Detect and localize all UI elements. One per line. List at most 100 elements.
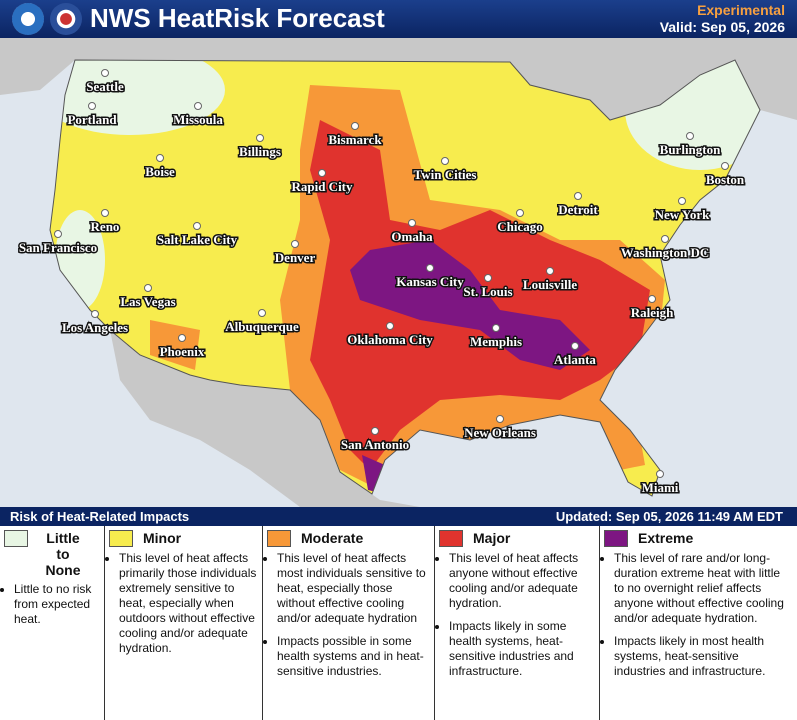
city-label: Kansas City: [396, 274, 464, 289]
city-label: Missoula: [173, 112, 223, 127]
city-dot: [656, 470, 664, 478]
legend-swatch: [4, 530, 28, 547]
city-dot: [678, 197, 686, 205]
city-dot: [492, 324, 500, 332]
legend-header: Major: [439, 530, 595, 547]
city-label: Chicago: [497, 219, 543, 234]
extreme-area: [350, 240, 590, 370]
city-label: Denver: [275, 250, 316, 265]
legend-header: Minor: [109, 530, 258, 547]
city-dot: [193, 222, 201, 230]
moderate-area: [150, 320, 200, 370]
city-dot: [386, 322, 394, 330]
legend-bullet: This level of rare and/or long-duration …: [614, 551, 793, 626]
city-label: San Francisco: [19, 240, 97, 255]
legend-column: Major This level of heat affects anyone w…: [435, 526, 600, 720]
updated-time: Updated: Sep 05, 2026 11:49 AM EDT: [555, 509, 783, 524]
city-label: Washington DC: [621, 245, 710, 260]
city-dot: [496, 415, 504, 423]
legend-bullet: Impacts likely in most health systems, h…: [614, 634, 793, 679]
city-label: Seattle: [86, 79, 124, 94]
legend-name: Moderate: [301, 530, 364, 546]
city-label: Louisville: [523, 277, 577, 292]
city-dot: [101, 209, 109, 217]
legend-name: Little to None: [45, 530, 81, 578]
city-dot: [546, 267, 554, 275]
legend-swatch: [604, 530, 628, 547]
city-dot: [54, 230, 62, 238]
legend-name: Minor: [143, 530, 182, 546]
valid-date: Valid: Sep 05, 2026: [659, 19, 785, 35]
nws-logo: [50, 3, 82, 35]
city-label: Portland: [67, 112, 117, 127]
city-label: Boise: [145, 164, 175, 179]
noaa-logo: [12, 3, 44, 35]
legend-bullet: This level of heat affects most individu…: [277, 551, 430, 626]
little-area: [50, 60, 225, 135]
city-dot: [441, 157, 449, 165]
city-dot: [156, 154, 164, 162]
city-label: St. Louis: [463, 284, 512, 299]
legend-title: Risk of Heat-Related Impacts: [10, 509, 190, 524]
header: NWS HeatRisk Forecast Experimental Valid…: [0, 0, 797, 38]
city-label: New York: [655, 207, 711, 222]
city-label: Detroit: [558, 202, 598, 217]
legend-bullet: This level of heat affects anyone withou…: [449, 551, 595, 611]
city-label: Phoenix: [160, 344, 205, 359]
city-dot: [101, 69, 109, 77]
city-label: Los Angeles: [62, 320, 128, 335]
legend-column: Moderate This level of heat affects most …: [263, 526, 435, 720]
legend-bullets: This level of heat affects most individu…: [267, 551, 430, 679]
legend-bullet: Impacts possible in some health systems …: [277, 634, 430, 679]
city-label: Omaha: [391, 229, 433, 244]
city-dot: [194, 102, 202, 110]
city-dot: [144, 284, 152, 292]
canada: [0, 38, 797, 120]
legend-bullet: This level of heat affects primarily tho…: [119, 551, 258, 656]
city-dot: [351, 122, 359, 130]
city-label: Las Vegas: [120, 294, 175, 309]
legend-name: Major: [473, 530, 511, 546]
legend-column: Minor This level of heat affects primaril…: [105, 526, 263, 720]
city-dot: [686, 132, 694, 140]
city-dot: [88, 102, 96, 110]
status: Experimental: [697, 2, 785, 18]
legend-header: Little to None: [4, 530, 100, 578]
city-label: Rapid City: [291, 179, 353, 194]
legend-header: Moderate: [267, 530, 430, 547]
city-dot: [408, 219, 416, 227]
legend-name: Extreme: [638, 530, 694, 546]
legend-bullets: Little to no risk from expected heat.: [4, 582, 100, 627]
city-dot: [426, 264, 434, 272]
legend-bullets: This level of rare and/or long-duration …: [604, 551, 793, 679]
city-label: Bismarck: [328, 132, 382, 147]
legend-swatch: [109, 530, 133, 547]
city-dot: [721, 162, 729, 170]
city-dot: [371, 427, 379, 435]
city-label: Albuquerque: [225, 319, 299, 334]
map: Seattle Portland Missoula Billings Boise Bism…: [0, 38, 797, 507]
city-label: Miami: [642, 480, 679, 495]
legend-swatch: [439, 530, 463, 547]
city-label: Boston: [706, 172, 745, 187]
city-dot: [571, 342, 579, 350]
title: NWS HeatRisk Forecast: [90, 3, 385, 33]
city-labels: Seattle Portland Missoula Billings Boise Bism…: [17, 69, 746, 497]
legend-bullets: This level of heat affects anyone withou…: [439, 551, 595, 679]
city-dot: [258, 309, 266, 317]
city-label: Billings: [239, 144, 281, 159]
city-dot: [516, 209, 524, 217]
city-label: Twin Cities: [414, 167, 477, 182]
city-dot: [291, 240, 299, 248]
city-label: Reno: [91, 219, 120, 234]
city-label: New Orleans: [464, 425, 536, 440]
city-label: Atlanta: [554, 352, 596, 367]
legend-bullet: Little to no risk from expected heat.: [14, 582, 100, 627]
legend-bullets: This level of heat affects primarily tho…: [109, 551, 258, 656]
city-label: Salt Lake City: [157, 232, 238, 247]
city-label: San Antonio: [341, 437, 409, 452]
legend-bullet: Impacts likely in some health systems, h…: [449, 619, 595, 679]
legend-header: Extreme: [604, 530, 793, 547]
city-dot: [91, 310, 99, 318]
